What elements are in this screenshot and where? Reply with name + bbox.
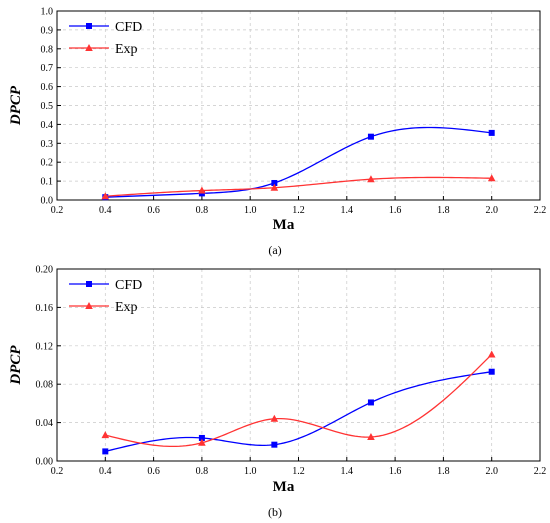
legend-a: CFD Exp (69, 20, 142, 57)
panel-label-a: (a) (268, 243, 281, 257)
y-tick-label: 0.12 (36, 341, 54, 352)
y-tick-label: 0.0 (41, 196, 54, 207)
data-point-exp (101, 192, 110, 200)
tick-labels-b: 0.2 0.4 0.6 0.8 1.0 1.2 1.4 1.6 1.8 2.0 2.2 0.00 0.0… (36, 265, 547, 478)
legend-label-exp: Exp (115, 42, 138, 57)
y-tick-label: 0.5 (41, 101, 54, 112)
legend-label-cfd: CFD (115, 20, 142, 35)
x-tick-label: 2.0 (485, 466, 498, 477)
x-tick-label: 1.4 (341, 205, 354, 216)
y-axis-label-a: DPCP (8, 85, 24, 126)
legend-b: CFD Exp (69, 278, 142, 315)
data-point-cfd (488, 368, 495, 375)
data-point-exp (367, 175, 375, 183)
data-point-exp (270, 183, 279, 191)
legend-marker-cfd (86, 23, 92, 29)
x-tick-label: 1.0 (244, 205, 257, 216)
y-tick-label: 0.00 (36, 457, 54, 468)
tick-labels-a: 0.2 0.4 0.6 0.8 1.0 1.2 1.4 1.6 1.8 2.0 2.2 0.0 0.1 0… (41, 7, 547, 217)
x-tick-label: 1.8 (437, 205, 450, 216)
x-tick-label: 1.0 (244, 466, 257, 477)
data-point-cfd (271, 441, 278, 448)
data-point-exp (101, 431, 110, 439)
y-tick-label: 0.9 (41, 25, 54, 36)
series-b (101, 350, 496, 455)
x-tick-label: 1.8 (437, 466, 450, 477)
x-tick-label: 1.4 (341, 466, 354, 477)
chart-panel-b: 0.2 0.4 0.6 0.8 1.0 1.2 1.4 1.6 1.8 2.0 2.2 0.00 0.0… (8, 265, 546, 520)
data-point-cfd (102, 448, 109, 455)
y-tick-label: 0.8 (41, 44, 54, 55)
y-axis-label-b: DPCP (8, 345, 24, 386)
data-point-exp (270, 414, 279, 422)
x-tick-label: 0.2 (51, 466, 64, 477)
x-axis-label-a: Ma (273, 217, 295, 233)
x-tick-label: 2.2 (534, 205, 547, 216)
y-tick-label: 0.3 (41, 139, 54, 150)
y-tick-label: 0.16 (36, 303, 54, 314)
data-point-cfd (488, 129, 495, 136)
y-tick-label: 0.1 (41, 177, 54, 188)
x-tick-label: 1.6 (389, 466, 402, 477)
series-a (101, 126, 496, 201)
data-point-cfd (198, 434, 205, 441)
data-point-exp (367, 433, 375, 440)
data-point-cfd (367, 399, 374, 406)
legend-marker-cfd (86, 281, 92, 287)
x-tick-label: 0.2 (51, 205, 64, 216)
y-tick-label: 0.2 (41, 158, 54, 169)
data-point-exp (198, 186, 206, 194)
legend-label-cfd: CFD (115, 278, 142, 293)
x-tick-label: 1.6 (389, 205, 402, 216)
y-tick-label: 0.6 (41, 82, 54, 93)
y-tick-label: 1.0 (41, 7, 54, 18)
x-tick-label: 1.2 (292, 205, 305, 216)
x-tick-label: 1.2 (292, 466, 305, 477)
data-point-exp (487, 174, 496, 182)
y-tick-label: 0.7 (41, 63, 54, 74)
data-point-cfd (367, 133, 374, 140)
y-tick-label: 0.20 (36, 265, 54, 276)
data-point-exp (487, 350, 496, 358)
x-tick-label: 2.0 (485, 205, 498, 216)
legend-marker-exp (85, 302, 93, 309)
grid-b (57, 269, 540, 461)
y-tick-label: 0.04 (36, 418, 54, 429)
legend-label-exp: Exp (115, 300, 138, 315)
x-tick-label: 2.2 (534, 466, 547, 477)
chart-panel-a: 0.2 0.4 0.6 0.8 1.0 1.2 1.4 1.6 1.8 2.0 2.2 0.0 0.1 0… (8, 7, 546, 258)
data-point-exp (198, 438, 206, 446)
x-axis-label-b: Ma (273, 479, 295, 495)
data-point-cfd (271, 179, 278, 186)
x-tick-label: 0.8 (196, 205, 209, 216)
panel-label-b: (b) (268, 505, 282, 519)
legend-marker-exp (85, 44, 93, 51)
y-tick-label: 0.08 (36, 380, 54, 391)
grid-a (57, 11, 540, 200)
y-tick-label: 0.4 (41, 120, 54, 131)
x-tick-label: 0.6 (147, 205, 160, 216)
x-tick-label: 0.4 (99, 205, 112, 216)
x-tick-label: 0.4 (99, 466, 112, 477)
x-tick-label: 0.8 (196, 466, 209, 477)
x-tick-label: 0.6 (147, 466, 160, 477)
